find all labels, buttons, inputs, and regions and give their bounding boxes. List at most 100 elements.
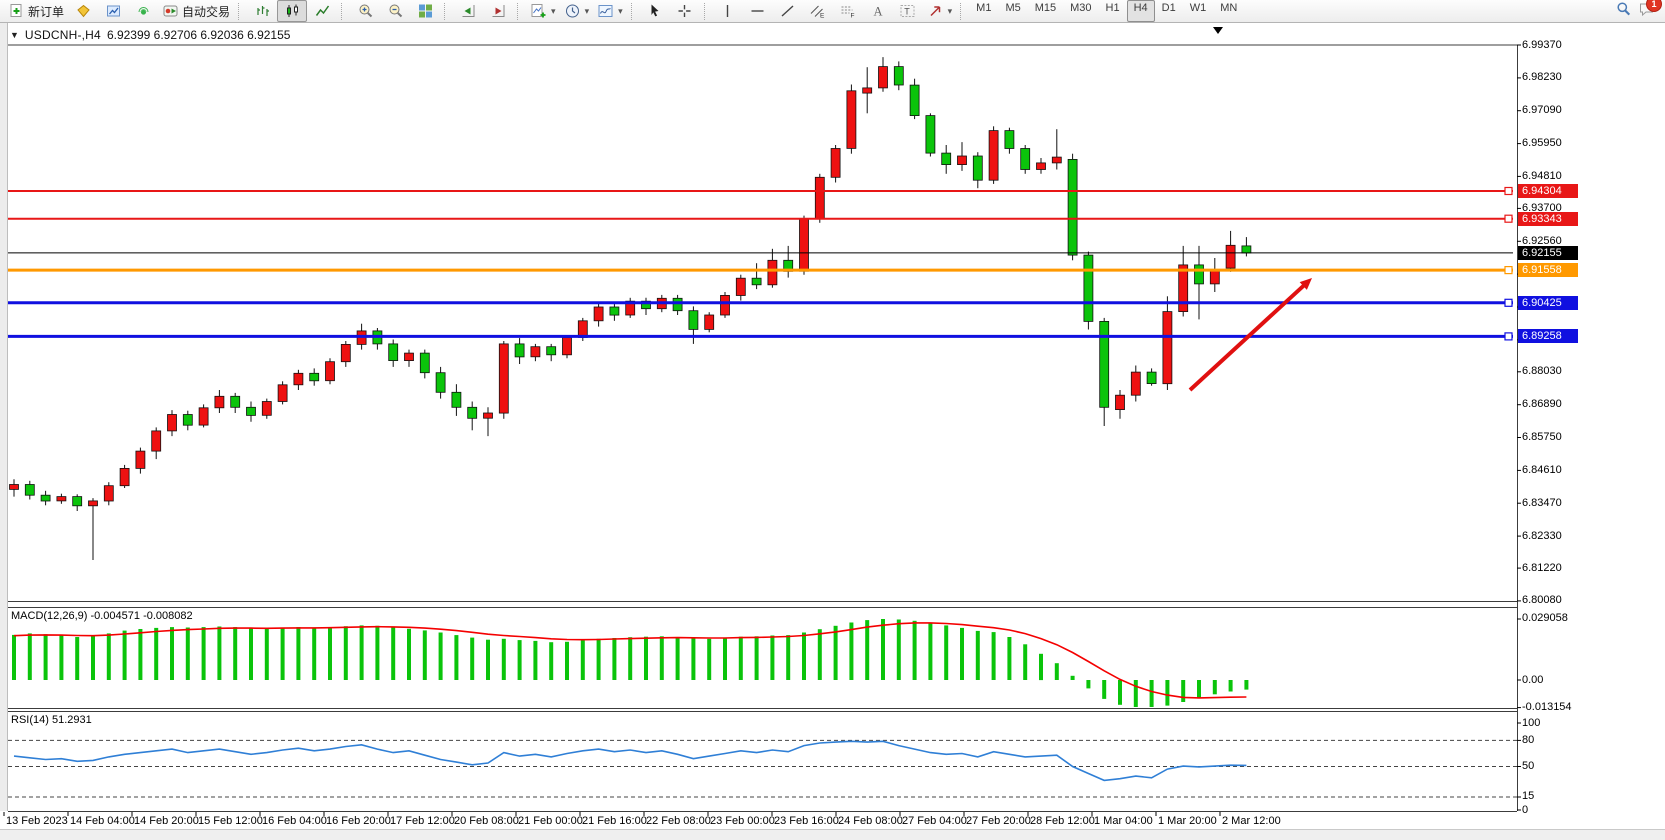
auto-trading-button[interactable]: 自动交易 [158, 0, 234, 22]
price-level-tag: 6.90425 [1518, 295, 1578, 310]
equidistant-channel-button[interactable]: E [803, 0, 833, 22]
new-order-button[interactable]: 新订单 [4, 0, 68, 22]
time-axis-label[interactable]: 21 Feb 00:00 [518, 815, 583, 827]
time-axis-label[interactable]: 1 Mar 20:00 [1158, 815, 1217, 827]
timeframe-m1-button[interactable]: M1 [976, 2, 992, 14]
toolbar-separator [960, 2, 965, 20]
text-button[interactable]: A [863, 0, 893, 22]
signals-button[interactable] [128, 0, 158, 22]
chart-shift-button[interactable] [483, 0, 513, 22]
timeframe-w1-button[interactable]: W1 [1189, 2, 1207, 14]
candle [672, 297, 683, 312]
time-axis-label[interactable]: 24 Feb 08:00 [838, 815, 903, 827]
trendline-icon [781, 5, 794, 17]
zoom-in-button[interactable] [350, 0, 380, 22]
time-axis-label[interactable]: 16 Feb 20:00 [326, 815, 391, 827]
templates-button[interactable]: ▾ [593, 0, 627, 22]
panel-borders [8, 44, 1518, 812]
time-axis-label[interactable]: 23 Feb 00:00 [710, 815, 775, 827]
candle [1194, 264, 1204, 285]
time-axis-label[interactable]: 27 Feb 04:00 [902, 815, 967, 827]
bullish-arrow[interactable] [1188, 278, 1312, 392]
time-axis-label[interactable]: 14 Feb 20:00 [134, 815, 199, 827]
time-axis-label[interactable]: 15 Feb 12:00 [198, 815, 263, 827]
time-axis-label[interactable]: 1 Mar 04:00 [1094, 815, 1153, 827]
level-lines[interactable] [8, 186, 1513, 341]
chart-dropdown-icon[interactable]: ▼ [10, 29, 19, 40]
candle [483, 412, 493, 419]
time-axis-label[interactable]: 16 Feb 04:00 [262, 815, 327, 827]
chevron-down-icon[interactable]: ▾ [618, 5, 623, 16]
chart-shift-marker[interactable] [1213, 27, 1223, 34]
notification-badge: 1 [1646, 0, 1662, 12]
trendline-button[interactable] [773, 0, 803, 22]
timeframe-h4-button[interactable]: H4 [1126, 0, 1155, 22]
time-axis-label[interactable]: 21 Feb 16:00 [582, 815, 647, 827]
indicators-icon [531, 4, 546, 18]
vertical-line-button[interactable] [713, 0, 743, 22]
chart-profiles-button[interactable] [68, 0, 98, 22]
timeframe-m15-button[interactable]: M15 [1034, 2, 1057, 14]
chevron-down-icon[interactable]: ▾ [584, 5, 590, 16]
candle [1051, 156, 1062, 164]
time-axis-label[interactable]: 2 Mar 12:00 [1222, 815, 1281, 827]
indicators-button[interactable]: ▾ [526, 0, 560, 22]
candle [957, 155, 967, 166]
timeframe-mn-button[interactable]: MN [1220, 2, 1238, 14]
zoom-out-button[interactable] [380, 0, 410, 22]
text-label-button[interactable]: T [893, 0, 923, 22]
timeframe-m30-button[interactable]: M30 [1070, 2, 1092, 14]
price-tick-label: 6.94810 [1522, 169, 1562, 182]
crosshair-button[interactable] [670, 0, 700, 22]
fibonacci-button[interactable]: F [833, 0, 863, 22]
candlestick-chart-button[interactable] [277, 0, 308, 22]
time-axis-label[interactable]: 17 Feb 12:00 [390, 815, 455, 827]
rsi-levels [8, 739, 1517, 798]
time-axis-label[interactable]: 22 Feb 08:00 [646, 815, 711, 827]
chat-button[interactable]: 1 [1638, 0, 1662, 22]
horizontal-line-button[interactable] [743, 0, 773, 22]
timeframe-h1-button[interactable]: H1 [1105, 2, 1120, 14]
time-axis-label[interactable]: 20 Feb 08:00 [454, 815, 519, 827]
time-axis-label[interactable]: 13 Feb 2023 [6, 815, 68, 827]
candle [388, 343, 399, 361]
vline-icon [726, 5, 729, 17]
price-tick-label: 6.99370 [1522, 38, 1562, 51]
price-tick-label: 6.84610 [1522, 463, 1562, 476]
market-watch-button[interactable] [98, 0, 128, 22]
candle [1067, 158, 1078, 256]
periods-button[interactable]: ▾ [560, 0, 594, 22]
timeframe-m5-button[interactable]: M5 [1005, 2, 1021, 14]
timeframe-d1-button[interactable]: D1 [1161, 2, 1176, 14]
price-tick-label: 6.98230 [1522, 71, 1562, 84]
timeframe-buttons: M1 M5 M15 M30 H1 H4 D1 W1 MN [969, 0, 1244, 22]
candle [1146, 371, 1157, 385]
price-level-tag: 6.92155 [1518, 245, 1578, 260]
candle [198, 407, 209, 426]
candle [182, 414, 193, 426]
candle [88, 500, 98, 507]
time-axis-label[interactable]: 14 Feb 04:00 [70, 815, 135, 827]
candle [878, 66, 888, 89]
candle [246, 406, 256, 416]
candle [735, 277, 746, 296]
cursor-button[interactable] [640, 0, 670, 22]
line-chart-button[interactable] [307, 0, 337, 22]
search-button[interactable] [1615, 1, 1632, 22]
arrows-button[interactable]: ▾ [923, 0, 957, 22]
tile-windows-button[interactable] [410, 0, 440, 22]
bar-chart-button[interactable] [247, 0, 277, 22]
time-axis-label[interactable]: 23 Feb 16:00 [774, 815, 839, 827]
macd-histogram [12, 619, 1249, 707]
candle [862, 87, 873, 94]
candlesticks[interactable] [9, 57, 1252, 560]
time-axis-label[interactable]: 28 Feb 12:00 [1030, 815, 1095, 827]
auto-scroll-button[interactable] [453, 0, 483, 22]
time-axis-label[interactable]: 27 Feb 20:00 [966, 815, 1031, 827]
candle [814, 176, 825, 219]
candle [261, 401, 272, 416]
chevron-down-icon[interactable]: ▾ [947, 5, 953, 16]
rsi-line [13, 740, 1247, 782]
chevron-down-icon[interactable]: ▾ [551, 5, 556, 16]
